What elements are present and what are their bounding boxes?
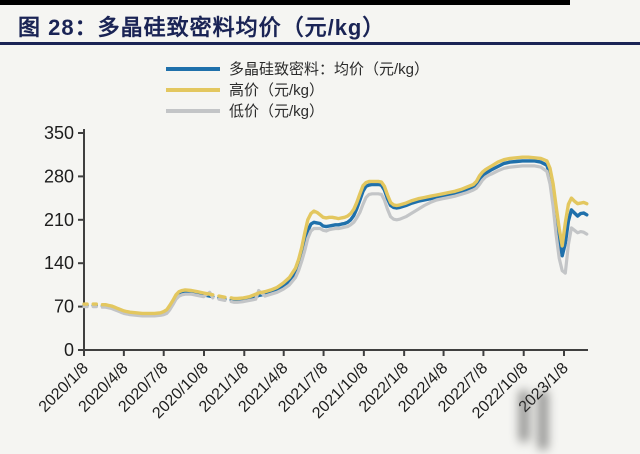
y-tick-label: 140 bbox=[44, 253, 74, 273]
y-tick-label: 0 bbox=[64, 340, 74, 360]
blurred-watermark bbox=[512, 386, 560, 452]
legend-item-high: 高价（元/kg） bbox=[166, 79, 429, 100]
high-line-swatch bbox=[166, 87, 220, 92]
avg-line-swatch bbox=[166, 66, 220, 71]
low-price-line bbox=[82, 164, 589, 318]
low-line-swatch bbox=[166, 108, 220, 113]
top-black-bar bbox=[0, 0, 570, 5]
chart-legend: 多晶硅致密料：均价（元/kg） 高价（元/kg） 低价（元/kg） bbox=[166, 58, 429, 121]
title-underline bbox=[0, 42, 640, 45]
avg-price-line bbox=[82, 159, 589, 317]
y-tick-label: 350 bbox=[44, 123, 74, 143]
legend-item-low: 低价（元/kg） bbox=[166, 100, 429, 121]
y-tick-label: 70 bbox=[54, 297, 74, 317]
y-tick-label: 280 bbox=[44, 166, 74, 186]
legend-label-avg: 多晶硅致密料：均价（元/kg） bbox=[229, 61, 430, 78]
legend-item-avg: 多晶硅致密料：均价（元/kg） bbox=[166, 58, 429, 79]
chart-title: 图 28：多晶硅致密料均价（元/kg） bbox=[18, 15, 386, 40]
high-price-line bbox=[82, 155, 589, 316]
legend-label-high: 高价（元/kg） bbox=[229, 82, 325, 99]
legend-label-low: 低价（元/kg） bbox=[229, 103, 325, 120]
y-tick-label: 210 bbox=[44, 210, 74, 230]
